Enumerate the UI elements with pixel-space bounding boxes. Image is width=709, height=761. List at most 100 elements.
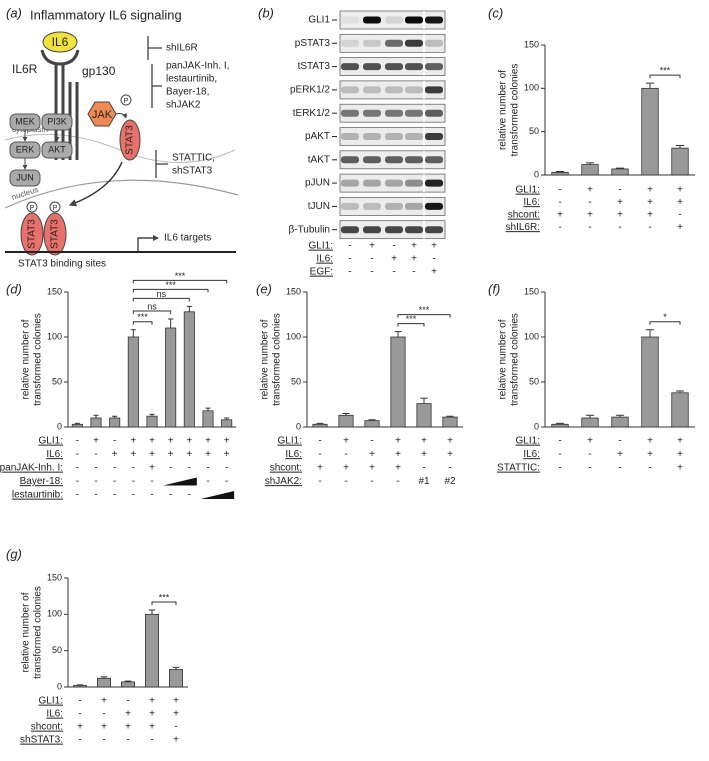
significance-label: *** <box>406 314 417 324</box>
y-tick-label: 150 <box>47 286 62 296</box>
condition-value: - <box>150 490 153 501</box>
phospho <box>49 201 61 213</box>
condition-value: + <box>395 449 401 460</box>
y-axis-label: transformed colonies <box>510 313 521 406</box>
condition-value: - <box>618 436 621 447</box>
y-tick-label: 0 <box>57 421 62 431</box>
error-bar <box>205 407 211 411</box>
bar <box>144 613 159 688</box>
band <box>385 226 403 234</box>
band <box>385 39 403 47</box>
bar <box>73 685 88 688</box>
condition-value: - <box>558 222 561 233</box>
condition-label: shcont: <box>270 463 302 474</box>
protein-label: pERK1/2 <box>290 85 330 96</box>
y-tick-label: 0 <box>534 421 539 431</box>
condition-value: - <box>588 449 591 460</box>
stat <box>20 212 44 256</box>
condition-value: + <box>421 436 427 447</box>
band <box>363 156 381 164</box>
condition-value: - <box>113 490 116 501</box>
stat-label: STAT3 <box>50 219 61 249</box>
significance-line <box>649 74 681 79</box>
band <box>405 226 423 234</box>
phospho <box>120 94 132 106</box>
panel-label: (f) <box>488 281 500 296</box>
panel-label: (b) <box>258 5 274 20</box>
condition-value: + <box>647 436 653 447</box>
protein-label: tJUN <box>308 201 330 212</box>
significance-label: *** <box>137 312 148 322</box>
condition-value: - <box>558 197 561 208</box>
band <box>405 39 423 47</box>
condition-value: - <box>206 476 209 487</box>
blot-row <box>339 10 446 30</box>
error-bar <box>93 414 99 418</box>
bar <box>202 410 214 428</box>
band <box>425 156 443 164</box>
condition-value: - <box>370 436 373 447</box>
condition-label: shSTAT3: <box>20 735 63 746</box>
condition-value: - <box>678 210 681 221</box>
y-tick-label: 150 <box>524 39 539 49</box>
error-bar <box>100 676 108 679</box>
condition-value: + <box>677 185 683 196</box>
phospho-label: P <box>53 205 58 212</box>
condition-value: - <box>102 709 105 720</box>
pathway-node <box>9 169 41 187</box>
bar <box>551 423 569 428</box>
condition-value: + <box>205 436 211 447</box>
condition-value: - <box>94 449 97 460</box>
band <box>425 109 443 117</box>
y-tick-label: 50 <box>291 376 301 386</box>
blot-row <box>339 80 446 100</box>
condition-value: + <box>395 436 401 447</box>
condition-value: + <box>617 449 623 460</box>
y-tick-label: 50 <box>52 376 62 386</box>
condition-value: - <box>318 449 321 460</box>
y-axis-label: transformed colonies <box>33 586 44 679</box>
condition-label: GLI1: <box>278 436 302 447</box>
error-bar <box>342 413 350 416</box>
error-bar <box>124 680 132 682</box>
condition-label: GLI1: <box>516 185 540 196</box>
membrane <box>4 133 236 163</box>
y-tick-label: 100 <box>524 331 539 341</box>
condition-value: - <box>126 696 129 707</box>
band <box>405 202 423 210</box>
significance-line <box>132 279 228 284</box>
condition-value: + <box>317 463 323 474</box>
arrow <box>68 161 123 207</box>
error-bar <box>148 609 156 615</box>
phospho-label: P <box>124 98 129 105</box>
error-bar <box>149 413 155 417</box>
condition-value: + <box>77 722 83 733</box>
condition-value: + <box>677 449 683 460</box>
y-tick-label: 50 <box>529 126 539 136</box>
dose-ramp <box>163 477 197 486</box>
bar <box>641 336 659 428</box>
nuclear-envelope <box>4 179 239 209</box>
error-bar <box>645 329 655 337</box>
band <box>385 133 403 140</box>
condition-value: + <box>173 735 179 746</box>
bar <box>121 681 136 688</box>
inhibitor-label: shSTAT3 <box>172 166 213 177</box>
y-tick-label: 50 <box>52 645 62 655</box>
condition-value: + <box>587 210 593 221</box>
stat-label: STAT3 <box>27 219 38 249</box>
condition-value: + <box>93 436 99 447</box>
condition-value: - <box>370 476 373 487</box>
band <box>425 39 443 47</box>
stat <box>119 119 141 161</box>
condition-value: + <box>101 696 107 707</box>
significance-line <box>151 601 177 605</box>
y-tick-label: 150 <box>524 286 539 296</box>
condition-label: STATTIC: <box>497 463 540 474</box>
bar <box>581 417 599 428</box>
condition-value: - <box>188 463 191 474</box>
bar <box>416 403 432 428</box>
condition-value: - <box>432 254 435 265</box>
arrow <box>115 113 128 119</box>
receptor-label: IL6R <box>12 62 38 76</box>
